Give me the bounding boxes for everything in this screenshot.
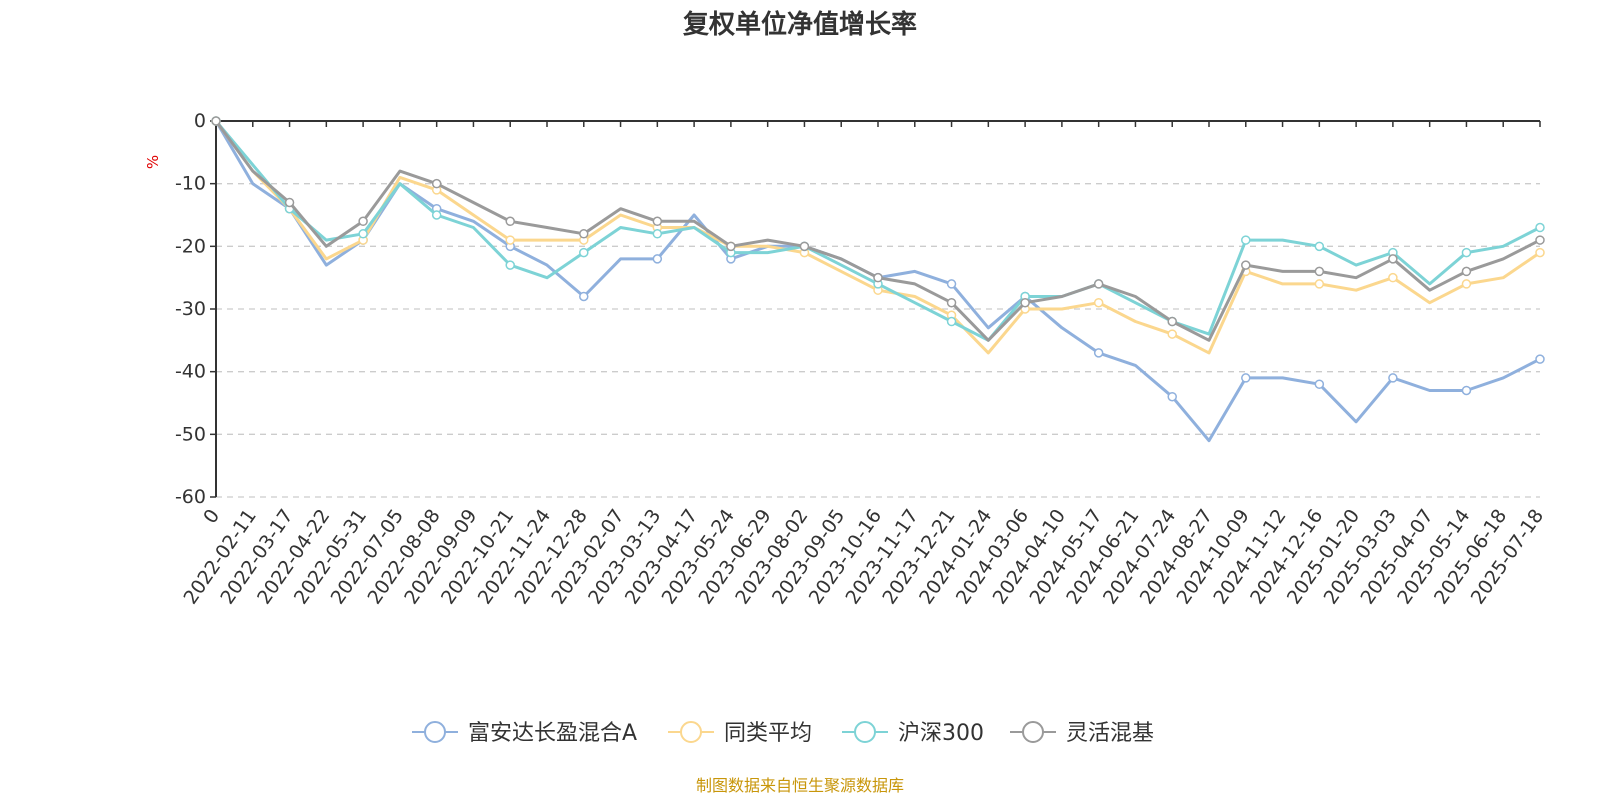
data-point xyxy=(1241,235,1251,245)
data-point xyxy=(1167,316,1177,327)
data-point xyxy=(211,116,221,126)
data-point xyxy=(1535,222,1545,233)
y-tick-label: -10 xyxy=(175,173,206,195)
data-point xyxy=(1093,348,1104,358)
source-note: 制图数据来自恒生聚源数据库 xyxy=(696,776,904,795)
grid-lines xyxy=(216,183,1540,498)
data-point xyxy=(1093,279,1104,289)
data-point xyxy=(1241,260,1251,270)
legend-marker-icon xyxy=(1022,721,1044,743)
data-point xyxy=(652,216,663,227)
legend-item[interactable]: 灵活混基 xyxy=(1010,721,1154,746)
data-point xyxy=(946,297,957,308)
data-point xyxy=(1241,373,1251,383)
axes xyxy=(210,120,1541,498)
data-point xyxy=(1314,241,1325,252)
y-tick-labels: 0 -10 -20 -30 -40 -50 -60 xyxy=(175,110,206,508)
legend-label: 沪深300 xyxy=(898,721,984,746)
legend-marker-icon xyxy=(424,721,446,743)
legend[interactable]: 富安达长盈混合A 同类平均 沪深300 灵活混基 xyxy=(412,721,1154,746)
data-point xyxy=(1167,329,1177,339)
data-point xyxy=(1535,354,1545,364)
data-point xyxy=(652,229,663,239)
series-line xyxy=(214,120,1541,342)
y-tick-label: 0 xyxy=(194,110,206,132)
y-axis-label: % xyxy=(144,155,162,169)
data-point xyxy=(284,197,295,208)
data-point xyxy=(505,260,515,270)
y-tick-label: -50 xyxy=(175,423,206,445)
series-line xyxy=(214,120,1541,342)
data-point xyxy=(358,229,368,239)
data-point xyxy=(1535,247,1545,258)
data-point xyxy=(505,235,515,245)
legend-marker-icon xyxy=(854,721,876,743)
legend-label: 同类平均 xyxy=(724,721,812,746)
data-point xyxy=(799,241,810,252)
chart-title: 复权单位净值增长率 xyxy=(683,9,917,40)
x-tick-label: 0 xyxy=(199,505,224,528)
y-tick-label: -30 xyxy=(175,298,206,320)
data-point xyxy=(579,229,589,239)
y-tick-label: -40 xyxy=(175,361,206,383)
data-point xyxy=(1167,391,1177,402)
data-point xyxy=(946,316,957,327)
data-point xyxy=(726,241,736,252)
data-point xyxy=(579,291,589,302)
data-point xyxy=(431,210,442,220)
data-point xyxy=(652,254,663,264)
x-tick-labels: 02022-02-112022-03-172022-04-222022-05-3… xyxy=(180,505,1549,608)
legend-item[interactable]: 沪深300 xyxy=(842,721,984,746)
data-point xyxy=(1461,385,1472,396)
data-point xyxy=(1314,266,1325,277)
data-point xyxy=(1314,379,1325,389)
legend-item[interactable]: 富安达长盈混合A xyxy=(412,721,637,746)
data-point xyxy=(1461,247,1472,258)
data-point xyxy=(1388,254,1398,264)
data-point xyxy=(1020,297,1030,308)
data-point xyxy=(1461,266,1472,277)
data-point xyxy=(1388,272,1398,283)
legend-label: 富安达长盈混合A xyxy=(468,721,637,746)
data-point xyxy=(505,216,515,227)
y-tick-label: -60 xyxy=(175,486,206,508)
legend-label: 灵活混基 xyxy=(1066,721,1154,746)
legend-marker-icon xyxy=(680,721,702,743)
data-point xyxy=(873,272,883,283)
data-point xyxy=(1093,297,1104,308)
data-point xyxy=(1461,279,1472,289)
series-lines xyxy=(211,116,1545,443)
data-point xyxy=(431,178,442,189)
data-point xyxy=(1535,235,1545,245)
data-point xyxy=(358,216,368,227)
data-point xyxy=(1388,373,1398,383)
data-point xyxy=(579,247,589,258)
data-point xyxy=(946,279,957,289)
data-point xyxy=(1314,279,1325,289)
y-tick-label: -20 xyxy=(175,235,206,257)
legend-item[interactable]: 同类平均 xyxy=(668,721,812,746)
series-line xyxy=(214,120,1541,355)
